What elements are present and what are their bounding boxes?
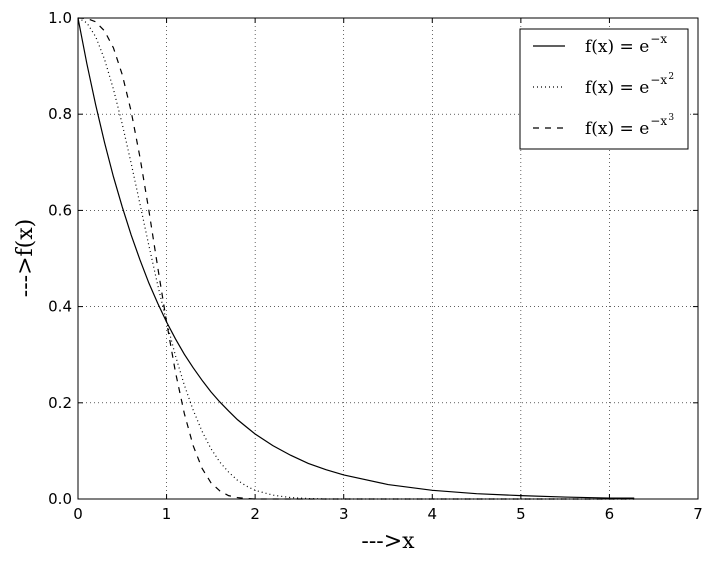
legend-label-1: f(x) = e (585, 37, 649, 57)
x-tick-label: 7 (693, 505, 703, 523)
y-tick-label: 1.0 (48, 9, 72, 27)
y-axis-label: --->f(x) (13, 219, 38, 297)
x-tick-label: 0 (73, 505, 83, 523)
x-tick-label: 5 (516, 505, 526, 523)
x-tick-label: 1 (162, 505, 172, 523)
x-tick-label: 2 (250, 505, 260, 523)
series-line-1 (77, 17, 635, 499)
legend-exponent-3: −x (650, 114, 667, 128)
legend: f(x) = e −xf(x) = e −x 2f(x) = e −x 3 (519, 28, 689, 150)
legend-exponent-power-2: 2 (668, 72, 674, 82)
legend-label-3: f(x) = e (585, 119, 649, 139)
x-tick-label: 3 (339, 505, 349, 523)
legend-exponent-power-3: 3 (668, 113, 674, 123)
plot-frame (77, 17, 699, 500)
legend-box (519, 28, 689, 150)
legend-exponent-2: −x (650, 73, 667, 87)
y-tick-label: 0.6 (48, 201, 72, 219)
y-tick-label: 0.8 (48, 105, 72, 123)
tick-labels: 0 1 2 3 4 5 6 7 0.0 0.2 0.4 0.6 0.8 1.0 (48, 9, 703, 523)
x-tick-label: 4 (428, 505, 438, 523)
x-tick-label: 6 (605, 505, 615, 523)
y-tick-label: 0.0 (48, 490, 72, 508)
y-tick-label: 0.4 (48, 298, 72, 316)
y-tick-label: 0.2 (48, 394, 72, 412)
x-axis-label: --->x (361, 529, 415, 554)
tick-marks (77, 17, 699, 500)
legend-exponent-1: −x (650, 32, 667, 46)
legend-label-2: f(x) = e (585, 78, 649, 98)
